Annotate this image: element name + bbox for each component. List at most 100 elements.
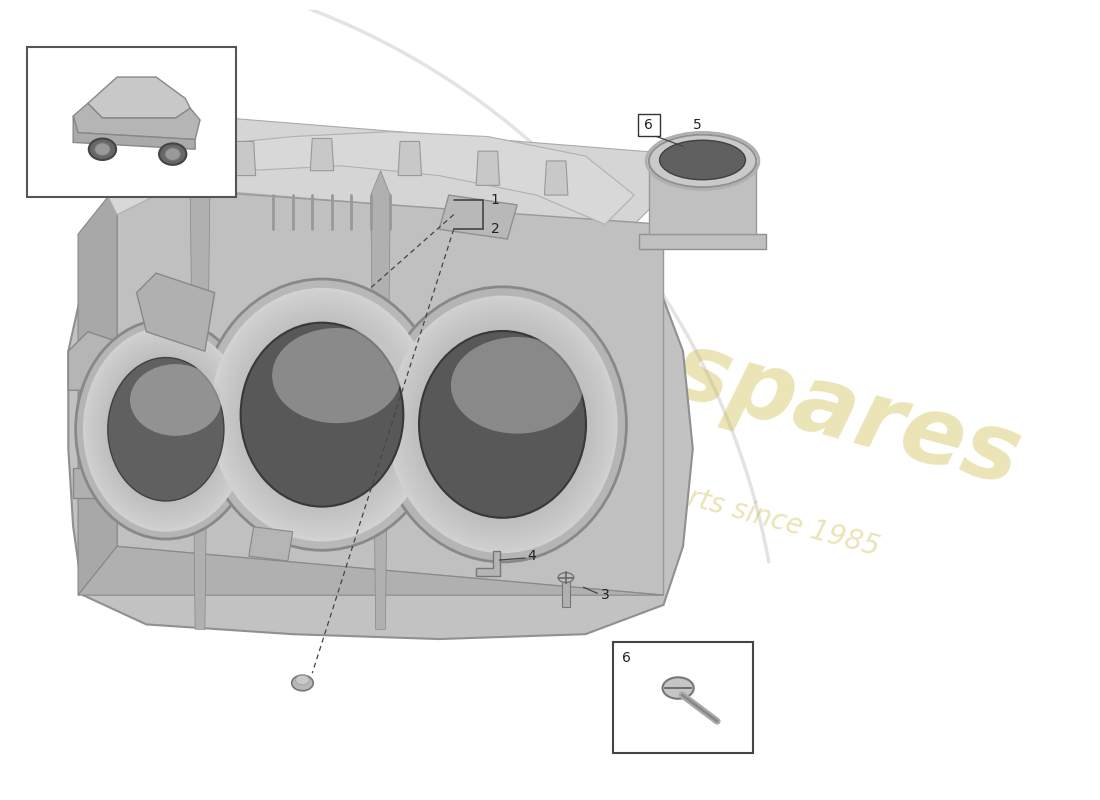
Ellipse shape [660, 140, 746, 180]
FancyBboxPatch shape [28, 46, 236, 197]
Ellipse shape [296, 386, 348, 444]
Text: 2: 2 [491, 222, 499, 236]
Ellipse shape [141, 398, 190, 460]
Ellipse shape [201, 279, 443, 550]
Polygon shape [439, 195, 517, 239]
Ellipse shape [430, 343, 575, 506]
Ellipse shape [95, 143, 110, 155]
Polygon shape [78, 186, 117, 595]
Ellipse shape [82, 327, 249, 532]
Ellipse shape [128, 382, 205, 477]
Ellipse shape [316, 407, 329, 422]
Polygon shape [88, 77, 190, 118]
Ellipse shape [290, 378, 354, 451]
Ellipse shape [456, 373, 549, 476]
Ellipse shape [106, 354, 227, 505]
Ellipse shape [433, 347, 572, 502]
Ellipse shape [146, 406, 185, 453]
Polygon shape [68, 166, 693, 639]
Ellipse shape [293, 382, 351, 447]
Ellipse shape [292, 675, 313, 690]
Polygon shape [371, 170, 390, 630]
Ellipse shape [76, 319, 256, 539]
Polygon shape [190, 170, 210, 630]
Ellipse shape [414, 325, 592, 524]
Ellipse shape [135, 392, 196, 467]
Ellipse shape [437, 350, 569, 498]
Polygon shape [476, 151, 499, 186]
Ellipse shape [451, 337, 583, 434]
Ellipse shape [427, 340, 579, 509]
FancyBboxPatch shape [638, 114, 660, 135]
Ellipse shape [242, 324, 403, 506]
Ellipse shape [274, 360, 370, 469]
Ellipse shape [480, 398, 526, 450]
Ellipse shape [486, 406, 519, 442]
Ellipse shape [111, 361, 221, 498]
Ellipse shape [239, 321, 406, 509]
Ellipse shape [232, 313, 411, 516]
Ellipse shape [261, 346, 383, 483]
Text: eurospares: eurospares [429, 262, 1031, 506]
Ellipse shape [649, 134, 756, 187]
Polygon shape [78, 546, 663, 595]
Ellipse shape [94, 341, 238, 518]
Ellipse shape [410, 322, 595, 527]
Ellipse shape [558, 573, 574, 582]
Ellipse shape [419, 331, 586, 518]
Polygon shape [310, 138, 333, 170]
Ellipse shape [108, 358, 224, 501]
Ellipse shape [490, 410, 516, 439]
Ellipse shape [155, 416, 177, 443]
Polygon shape [74, 468, 108, 498]
Ellipse shape [150, 409, 183, 450]
Polygon shape [117, 186, 663, 595]
Polygon shape [136, 273, 214, 351]
Ellipse shape [122, 374, 210, 484]
Ellipse shape [163, 426, 168, 433]
Ellipse shape [257, 342, 386, 487]
Ellipse shape [245, 328, 399, 502]
Ellipse shape [133, 388, 199, 470]
Ellipse shape [88, 334, 243, 525]
Ellipse shape [113, 364, 219, 494]
Polygon shape [544, 161, 568, 195]
Polygon shape [649, 161, 756, 234]
Text: 5: 5 [693, 118, 702, 132]
Ellipse shape [476, 395, 529, 454]
Ellipse shape [473, 391, 532, 458]
Polygon shape [398, 142, 421, 175]
Ellipse shape [499, 421, 506, 428]
Ellipse shape [241, 322, 404, 506]
Ellipse shape [108, 358, 224, 501]
Ellipse shape [387, 295, 617, 553]
Ellipse shape [229, 310, 415, 520]
Text: 6: 6 [645, 118, 653, 132]
Ellipse shape [139, 395, 194, 463]
Polygon shape [74, 103, 200, 139]
Ellipse shape [483, 402, 522, 446]
Ellipse shape [219, 298, 425, 530]
Ellipse shape [235, 317, 408, 513]
Ellipse shape [309, 400, 334, 429]
Polygon shape [74, 116, 195, 150]
Ellipse shape [493, 414, 513, 435]
Ellipse shape [299, 390, 344, 440]
Ellipse shape [306, 397, 338, 433]
Ellipse shape [102, 350, 230, 508]
Ellipse shape [213, 291, 431, 538]
Ellipse shape [312, 404, 331, 426]
Ellipse shape [117, 368, 216, 490]
Ellipse shape [91, 337, 241, 522]
Ellipse shape [249, 331, 396, 498]
Ellipse shape [130, 364, 221, 436]
Polygon shape [476, 551, 499, 576]
Ellipse shape [119, 371, 213, 487]
Ellipse shape [255, 338, 389, 490]
Ellipse shape [440, 354, 565, 494]
Ellipse shape [662, 678, 694, 698]
Ellipse shape [160, 143, 186, 165]
Ellipse shape [443, 358, 562, 490]
Ellipse shape [302, 393, 341, 436]
Ellipse shape [287, 374, 358, 454]
